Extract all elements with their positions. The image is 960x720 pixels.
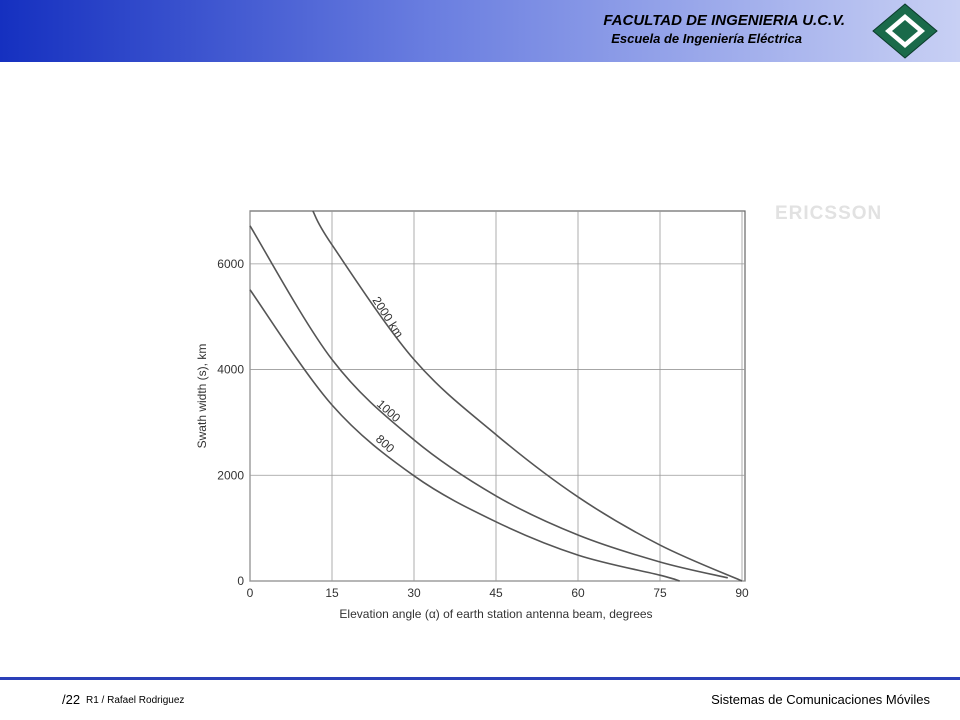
x-tick-label: 60 xyxy=(571,586,585,600)
series-label: 1000 xyxy=(374,397,403,425)
line-series xyxy=(312,210,743,582)
footer-author: R1 / Rafael Rodriguez xyxy=(86,695,185,706)
x-tick-label: 45 xyxy=(489,586,503,600)
watermark: ERICSSON xyxy=(775,203,883,224)
line-series xyxy=(249,289,680,582)
x-tick-label: 0 xyxy=(247,586,254,600)
series-label: 2000 km xyxy=(369,294,406,340)
footer-line xyxy=(0,677,960,680)
footer-course: Sistemas de Comunicaciones Móviles xyxy=(711,692,930,707)
line-series xyxy=(249,225,728,579)
y-tick-label: 2000 xyxy=(217,468,244,482)
header-bar: FACULTAD DE INGENIERIA U.C.V. Escuela de… xyxy=(0,0,960,62)
x-tick-label: 30 xyxy=(407,586,421,600)
y-tick-label: 6000 xyxy=(217,257,244,271)
x-tick-label: 90 xyxy=(735,586,749,600)
y-axis-title: Swath width (s), km xyxy=(195,344,209,449)
x-tick-label: 15 xyxy=(325,586,339,600)
y-tick-label: 4000 xyxy=(217,363,244,377)
series-label: 800 xyxy=(373,432,397,456)
header-subtitle: Escuela de Ingeniería Eléctrica xyxy=(611,31,802,46)
x-tick-label: 75 xyxy=(653,586,667,600)
logo xyxy=(872,3,938,59)
footer-page: /22 xyxy=(62,692,81,707)
header-title: FACULTAD DE INGENIERIA U.C.V. xyxy=(603,12,845,29)
x-axis-title: Elevation angle (α) of earth station ant… xyxy=(339,607,652,621)
y-tick-label: 0 xyxy=(237,574,244,588)
